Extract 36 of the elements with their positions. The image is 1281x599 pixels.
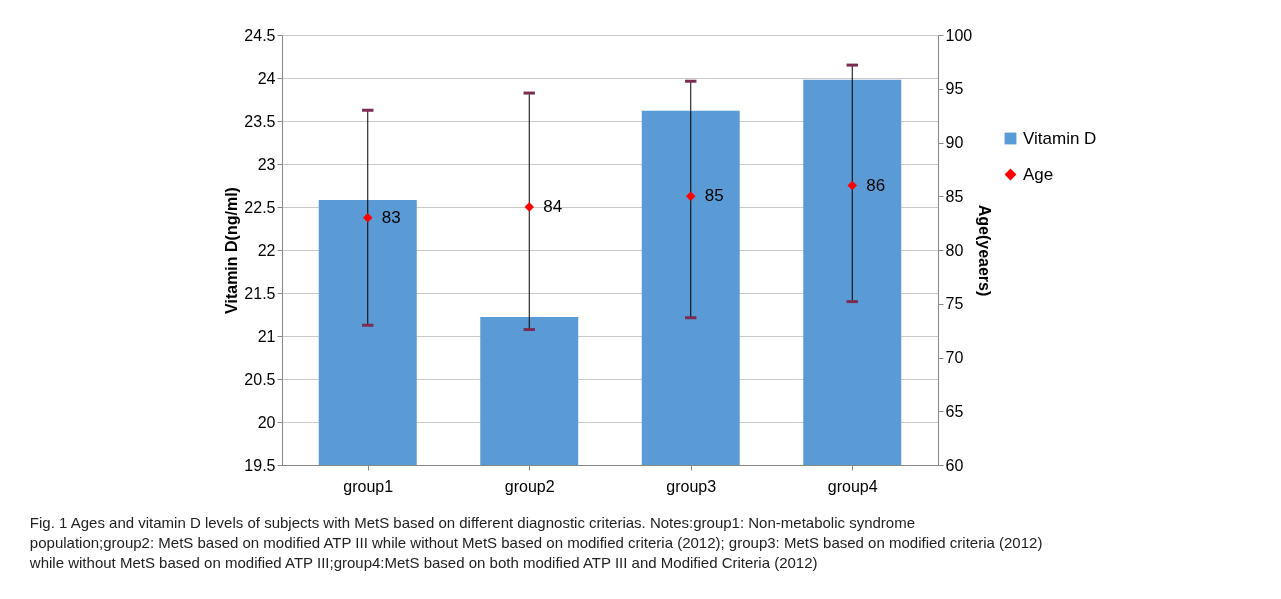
point — [363, 213, 373, 223]
data-label: 86 — [866, 175, 886, 195]
y-tick-label: 23.5 — [244, 112, 276, 130]
point — [686, 191, 696, 201]
y-tick-label: 20.5 — [244, 370, 276, 388]
data-label: 85 — [704, 186, 724, 206]
data-label: 83 — [381, 207, 401, 227]
y-tick-label: 24 — [257, 69, 276, 87]
y-tick-label: 24.5 — [244, 26, 276, 44]
y-tick-label: 21 — [257, 327, 276, 345]
legend-label: Vitamin D — [1023, 128, 1097, 148]
y-tick-label: 21.5 — [244, 284, 276, 302]
legend-label: Age — [1023, 164, 1054, 184]
y-tick-label: 22.5 — [244, 198, 276, 216]
y-tick-label: 19.5 — [244, 456, 276, 474]
x-tick-label: group4 — [827, 477, 878, 495]
x-tick-label: group1 — [343, 477, 394, 495]
y2-tick-label: 70 — [945, 349, 964, 366]
y2-tick-label: 80 — [945, 241, 964, 259]
y2-tick-label: 85 — [945, 187, 964, 205]
y-axis-title: Vitamin D(ng/ml) — [223, 187, 241, 314]
y2-tick-label: 75 — [945, 295, 964, 313]
y-tick-label: 23 — [257, 155, 276, 173]
y2-tick-label: 100 — [945, 26, 973, 44]
point — [847, 180, 857, 191]
x-tick-label: group3 — [666, 477, 717, 495]
y2-tick-label: 65 — [945, 402, 964, 420]
y2-axis-title: Age(yeaers) — [976, 204, 994, 297]
data-label: 84 — [543, 197, 563, 216]
caption: Fig. 1 Ages and vitamin D levels of subjects with MetS based on different diagnostic criterias. Notes:group1: Non-metabolic syndrome population;group2: MetS based on modified ATP III while without MetS based on modified criteria (2012); group3: MetS based on modified criteria (2012) while without MetS based on modified ATP III;group4:MetS based on both modified ATP III and Modified Criteria (2012) — [28, 514, 1043, 571]
y-tick-label: 20 — [257, 413, 276, 431]
x-tick-label: group2 — [504, 477, 555, 495]
y2-tick-label: 90 — [945, 134, 964, 151]
y2-tick-label: 95 — [945, 80, 964, 98]
y2-tick-label: 60 — [945, 456, 964, 474]
y-tick-label: 22 — [257, 241, 276, 259]
